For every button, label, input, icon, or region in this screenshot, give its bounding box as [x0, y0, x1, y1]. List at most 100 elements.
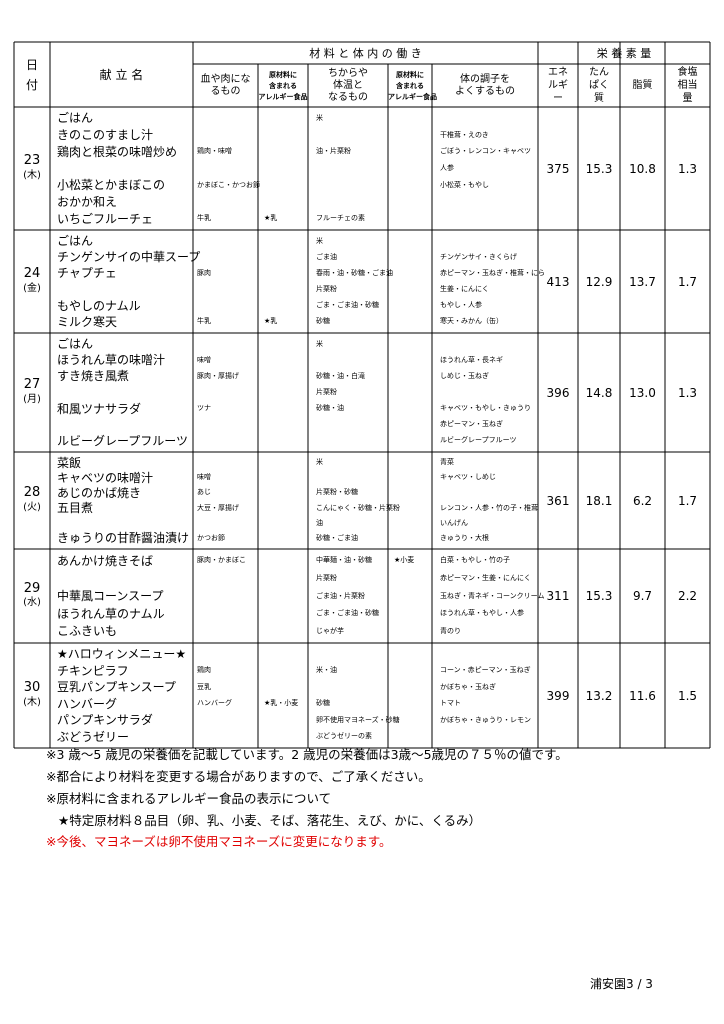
header-label: ルギ: [548, 80, 568, 91]
header-label: 原材料に: [396, 70, 424, 79]
body: 玉ねぎ・青ネギ・コーンクリーム: [440, 591, 545, 600]
body: 人参: [440, 164, 454, 172]
date: 23: [23, 153, 41, 168]
energy-food: 米: [316, 113, 323, 122]
nutrient-value: 15.3: [585, 161, 613, 176]
body: 寒天・みかん（缶）: [440, 317, 503, 326]
nutrient-value: 399: [546, 688, 570, 703]
header-label: 血や肉にな: [200, 74, 251, 85]
energy-food: 砂糖・油: [316, 404, 344, 413]
header-label: なるもの: [328, 92, 368, 103]
blood: 豚肉: [197, 268, 211, 277]
menu: 菜飯: [57, 455, 82, 470]
energy-food: 片栗粉: [316, 285, 337, 294]
weekday: (火): [23, 501, 41, 513]
blood: 鶏肉・味噌: [197, 147, 232, 156]
body: 小松菜・もやし: [440, 180, 489, 189]
date: 30: [23, 680, 41, 695]
body: かぼちゃ・きゅうり・レモン: [440, 715, 531, 724]
energy-food: 片栗粉: [316, 573, 337, 582]
body: ほうれん草・長ネギ: [440, 355, 503, 364]
note: ※都合により材料を変更する場合がありますので、ご了承ください。: [46, 768, 431, 784]
header-label: るもの: [210, 86, 241, 97]
header-label: アレルギー食品: [258, 92, 308, 101]
weekday: (水): [23, 597, 41, 608]
blood: かまぼこ・かつお節: [197, 180, 260, 189]
menu: いちごフルーチェ: [57, 211, 154, 226]
nutrient-value: 18.1: [585, 493, 613, 508]
nutrient-value: 9.7: [632, 589, 653, 603]
body: 赤ピーマン・玉ねぎ・椎茸・にら: [440, 268, 545, 277]
header-label: よくするもの: [455, 86, 515, 97]
menu: ハンバーグ: [57, 696, 118, 711]
menu: もやしのナムル: [57, 298, 141, 313]
nutrient-value: 311: [546, 589, 570, 603]
header-label: ー: [553, 93, 563, 104]
energy-food: 砂糖・油・白滝: [316, 371, 365, 380]
menu: おかか和え: [57, 194, 118, 209]
energy-food: ごま油・片栗粉: [316, 591, 365, 600]
menu: 五目煮: [57, 501, 94, 516]
energy-food: 片栗粉・砂糖: [316, 488, 358, 497]
energy-food: 片栗粉: [316, 388, 337, 396]
menu: チキンピラフ: [57, 663, 129, 678]
menu: きゅうりの甘酢醤油漬け: [57, 531, 190, 546]
body: コーン・赤ピーマン・玉ねぎ: [440, 666, 531, 675]
energy-food: ごま・ごま油・砂糖: [316, 609, 379, 618]
blood: あじ: [197, 488, 211, 497]
menu: ごはん: [57, 111, 94, 126]
menu: パンプキンサラダ: [57, 713, 153, 728]
body: 青菜: [440, 458, 454, 467]
body: かぼちゃ・玉ねぎ: [440, 682, 496, 691]
date: 29: [23, 580, 41, 596]
energy-food: 中華麺・油・砂糖: [316, 556, 372, 565]
body: しめじ・玉ねぎ: [440, 371, 489, 380]
nutrient-value: 375: [546, 161, 570, 176]
body: ルビーグレープフルーツ: [440, 436, 517, 445]
blood: 豆乳: [197, 682, 211, 691]
blood: ツナ: [197, 404, 211, 413]
energy-food: 春雨・油・砂糖・ごま油: [316, 268, 393, 277]
energy-food: 卵不使用マヨネーズ・砂糖: [316, 715, 400, 724]
menu: きのこのすまし汁: [57, 128, 154, 143]
blood: かつお節: [197, 533, 225, 542]
body: キャベツ・もやし・きゅうり: [440, 404, 531, 413]
header-label: 脂質: [632, 80, 653, 91]
header-label: ちからや: [328, 68, 368, 79]
menu: キャベツの味噌汁: [57, 470, 154, 485]
blood: 味噌: [197, 473, 211, 482]
energy-food: 砂糖・ごま油: [316, 533, 358, 542]
weekday: (金): [23, 282, 41, 294]
header-label: アレルギー食品: [388, 92, 437, 101]
menu: あじのかば焼き: [57, 485, 142, 500]
menu: あんかけ焼きそば: [57, 553, 154, 568]
menu: チャプチェ: [57, 266, 117, 281]
body: もやし・人参: [440, 301, 482, 310]
body: 干椎茸・えのき: [440, 130, 489, 139]
nutrient-value: 1.5: [677, 688, 698, 703]
body: 青のり: [440, 626, 461, 635]
energy-food: 砂糖: [316, 317, 330, 326]
menu: チンゲンサイの中華スープ: [57, 250, 201, 265]
header-label: 材 料 と 体 内 の 働 き: [309, 46, 422, 60]
body: チンゲンサイ・きくらげ: [440, 252, 517, 261]
weekday: (木): [23, 696, 41, 708]
body: いんげん: [440, 518, 468, 527]
nutrient-value: 13.2: [585, 688, 613, 703]
menu: すき焼き風煮: [57, 369, 130, 384]
nutrient-value: 1.3: [677, 385, 698, 400]
allergy-a: ★乳・小麦: [264, 699, 299, 708]
weekday: (木): [23, 169, 41, 181]
menu: 中華風コーンスープ: [57, 589, 164, 603]
energy-food: ぶどうゼリーの素: [316, 732, 372, 741]
nutrient-value: 13.0: [629, 385, 656, 400]
energy-food: ごま油: [316, 252, 337, 261]
body: 赤ピーマン・生姜・にんにく: [440, 573, 531, 582]
energy-food: 米: [316, 236, 323, 245]
energy-food: こんにゃく・砂糖・片栗粉: [316, 503, 400, 512]
body: 赤ピーマン・玉ねぎ: [440, 420, 503, 429]
body: ごぼう・レンコン・キャベツ: [440, 147, 531, 156]
energy-food: 油: [316, 518, 323, 527]
blood: 豚肉・かまぼこ: [197, 556, 246, 565]
